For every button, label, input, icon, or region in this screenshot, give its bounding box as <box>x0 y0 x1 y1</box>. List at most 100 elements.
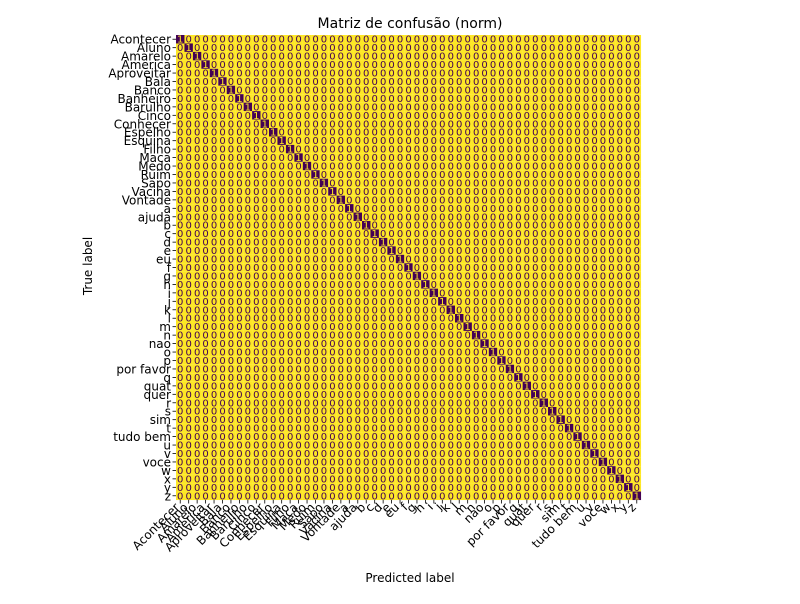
heatmap-cell <box>404 322 413 331</box>
heatmap-cell <box>404 195 413 205</box>
heatmap-cell <box>226 356 236 365</box>
heatmap-cell <box>446 322 456 331</box>
heatmap-cell <box>362 119 371 129</box>
heatmap-cell <box>488 254 498 264</box>
heatmap-cell <box>269 153 278 162</box>
heatmap-cell <box>311 161 320 171</box>
heatmap-cell <box>531 35 540 44</box>
heatmap-cell <box>226 187 236 196</box>
heatmap-cell <box>505 330 515 340</box>
heatmap-cell <box>294 204 303 213</box>
heatmap-cell <box>201 43 210 52</box>
heatmap-cell <box>302 229 312 238</box>
heatmap-cell <box>412 221 422 230</box>
heatmap-cell <box>429 144 439 154</box>
heatmap-cell <box>539 297 549 306</box>
heatmap-cell <box>505 43 515 52</box>
heatmap-cell <box>209 381 219 391</box>
heatmap-cell <box>209 229 219 238</box>
heatmap-cell <box>336 43 346 52</box>
heatmap-cell <box>226 119 236 129</box>
heatmap-cell <box>260 111 270 120</box>
heatmap-cell <box>522 254 532 264</box>
heatmap-cell <box>598 77 608 86</box>
heatmap-cell <box>607 77 616 86</box>
heatmap-cell <box>497 322 506 331</box>
heatmap-cell <box>412 68 422 78</box>
heatmap-cell <box>632 128 642 137</box>
heatmap-cell <box>336 212 346 222</box>
heatmap-cell <box>277 35 286 44</box>
heatmap-cell <box>548 221 557 230</box>
heatmap-cell <box>184 94 193 103</box>
heatmap-cell <box>387 111 396 120</box>
heatmap-cell <box>514 237 523 247</box>
heatmap-cell <box>438 178 447 188</box>
heatmap-cell <box>370 254 379 264</box>
heatmap-cell <box>201 161 210 171</box>
heatmap-cell <box>260 35 270 44</box>
heatmap-cell <box>455 356 464 365</box>
heatmap-cell <box>243 102 253 112</box>
heatmap-cell <box>345 212 354 222</box>
heatmap-cell <box>395 237 405 247</box>
heatmap-cell <box>581 43 591 52</box>
heatmap-cell <box>235 356 244 365</box>
heatmap-cell <box>455 373 464 382</box>
heatmap-cell <box>243 347 253 357</box>
heatmap-cell <box>328 271 337 281</box>
heatmap-cell <box>345 60 354 69</box>
heatmap-cell <box>497 288 506 298</box>
heatmap-cell <box>243 35 253 44</box>
heatmap-cell <box>531 170 540 179</box>
heatmap-cell <box>395 288 405 298</box>
heatmap-cell <box>421 43 430 52</box>
heatmap-cell <box>590 111 599 120</box>
heatmap-cell <box>252 221 261 230</box>
heatmap-cell <box>505 356 515 365</box>
heatmap-cell <box>607 161 616 171</box>
heatmap-cell <box>209 119 219 129</box>
heatmap-cell <box>505 170 515 179</box>
heatmap-cell <box>285 51 295 61</box>
heatmap-cell <box>556 111 565 120</box>
heatmap-cell <box>497 51 506 61</box>
heatmap-cell <box>632 347 642 357</box>
heatmap-cell <box>497 204 506 213</box>
heatmap-cell <box>438 111 447 120</box>
heatmap-cell <box>362 195 371 205</box>
heatmap-cell <box>590 161 599 171</box>
heatmap-cell <box>548 128 557 137</box>
heatmap-cell <box>378 178 388 188</box>
heatmap-cell <box>176 221 185 230</box>
heatmap-cell <box>353 237 363 247</box>
heatmap-cell <box>311 128 320 137</box>
heatmap-cell <box>260 128 270 137</box>
heatmap-cell <box>632 102 642 112</box>
heatmap-cell <box>607 60 616 69</box>
heatmap-cell <box>336 85 346 95</box>
heatmap-cell <box>176 364 185 374</box>
heatmap-cell <box>421 60 430 69</box>
heatmap-cell <box>387 314 396 323</box>
heatmap-cell <box>294 280 303 289</box>
heatmap-cell <box>184 364 193 374</box>
heatmap-cell <box>176 229 185 238</box>
heatmap-cell <box>497 35 506 44</box>
heatmap-cell <box>387 221 396 230</box>
heatmap-cell <box>556 51 565 61</box>
heatmap-cell <box>378 356 388 365</box>
heatmap-cell <box>438 237 447 247</box>
heatmap-cell <box>438 85 447 95</box>
heatmap-cell <box>598 85 608 95</box>
heatmap-cell <box>438 35 447 44</box>
heatmap-cell <box>590 229 599 238</box>
heatmap-cell <box>328 305 337 315</box>
heatmap-cell <box>328 128 337 137</box>
heatmap-cell <box>328 85 337 95</box>
heatmap-cell <box>581 288 591 298</box>
heatmap-cell <box>539 221 549 230</box>
heatmap-cell <box>404 288 413 298</box>
heatmap-cell <box>370 322 379 331</box>
heatmap-cell <box>243 221 253 230</box>
